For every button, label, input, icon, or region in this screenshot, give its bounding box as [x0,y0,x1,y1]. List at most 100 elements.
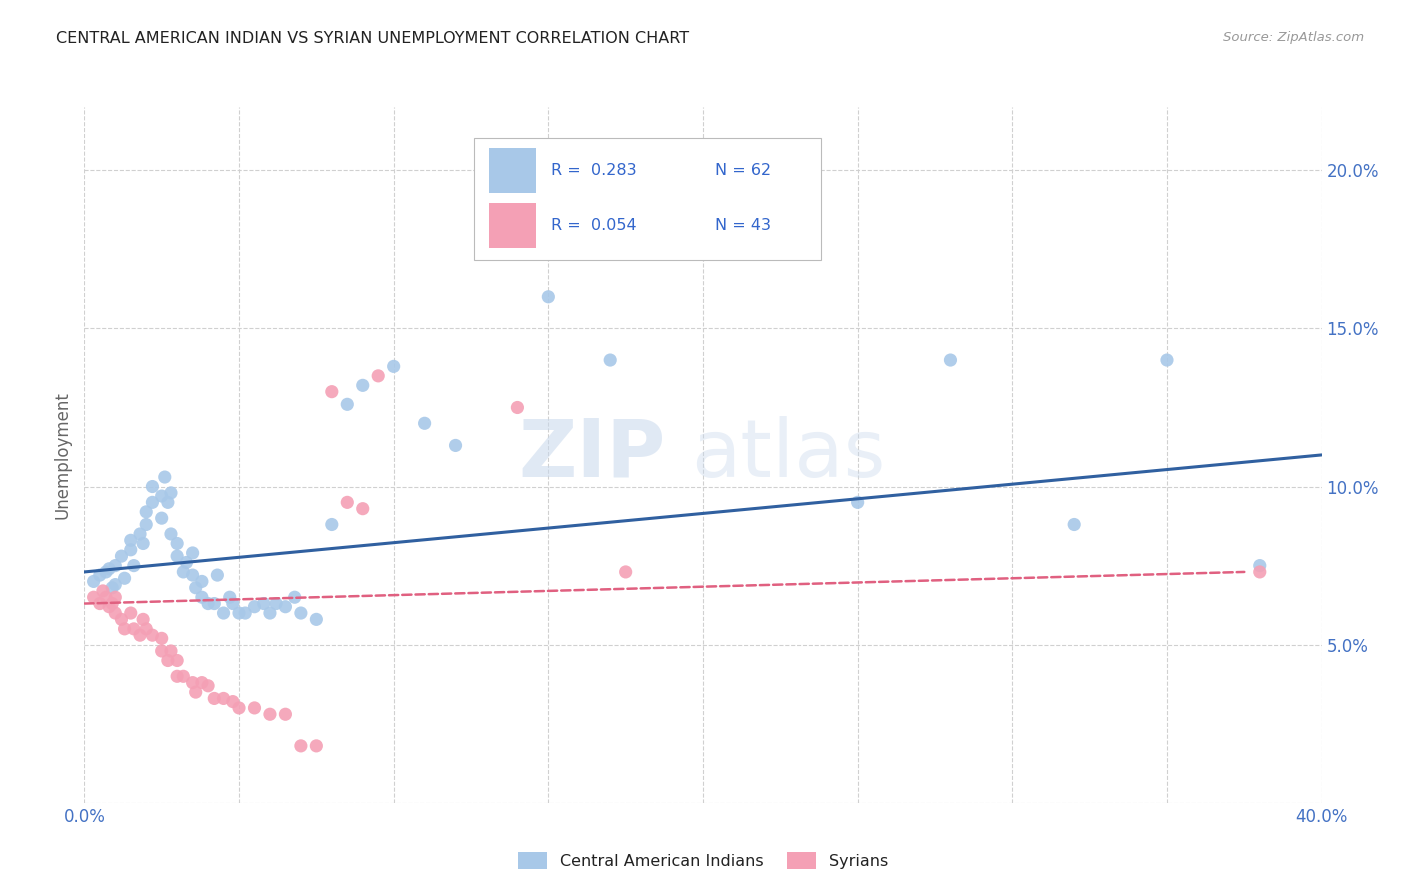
Point [132,612,155,626]
Point [122,558,145,573]
Point [191,574,214,589]
Point [259,606,281,620]
Point [846,495,869,509]
Point [253,597,276,611]
Text: N = 62: N = 62 [716,163,772,178]
Legend: Central American Indians, Syrians: Central American Indians, Syrians [512,846,894,875]
Point [290,606,312,620]
FancyBboxPatch shape [474,138,821,260]
Point [176,556,198,570]
Point [153,470,176,484]
Point [83,574,105,589]
Point [104,591,127,605]
Point [172,669,194,683]
Point [352,501,374,516]
Point [212,606,235,620]
Point [160,644,183,658]
Point [89,568,111,582]
Point [150,489,173,503]
Point [94,565,117,579]
Point [184,581,207,595]
Point [129,527,152,541]
Point [129,628,152,642]
Point [243,701,266,715]
Point [160,486,183,500]
Point [336,495,359,509]
Point [228,606,250,620]
Point [197,597,219,611]
FancyBboxPatch shape [489,202,536,248]
Point [336,397,359,411]
Point [284,591,307,605]
Point [228,701,250,715]
Point [89,597,111,611]
Point [156,495,179,509]
Point [132,536,155,550]
Point [110,549,132,563]
Point [141,495,163,509]
Point [98,562,121,576]
Point [207,568,229,582]
Point [321,517,343,532]
Point [122,622,145,636]
Point [150,511,173,525]
Point [166,669,188,683]
Point [352,378,374,392]
Text: CENTRAL AMERICAN INDIAN VS SYRIAN UNEMPLOYMENT CORRELATION CHART: CENTRAL AMERICAN INDIAN VS SYRIAN UNEMPL… [56,31,689,46]
Point [141,628,163,642]
Point [101,597,124,611]
Point [120,542,142,557]
Point [1156,353,1178,368]
Point [181,546,204,560]
Point [156,653,179,667]
Point [181,568,204,582]
Point [290,739,312,753]
Point [135,505,157,519]
Point [150,644,173,658]
Point [83,591,105,605]
Point [599,353,621,368]
Text: R =  0.054: R = 0.054 [551,218,637,233]
Point [141,479,163,493]
Point [1063,517,1085,532]
Point [184,685,207,699]
Point [120,606,142,620]
Point [1249,558,1271,573]
Point [305,739,328,753]
Point [166,653,188,667]
Point [367,368,389,383]
Text: R =  0.283: R = 0.283 [551,163,637,178]
Point [321,384,343,399]
Point [104,558,127,573]
Y-axis label: Unemployment: Unemployment [53,391,72,519]
Point [150,632,173,646]
Point [160,527,183,541]
Point [243,599,266,614]
Point [104,577,127,591]
FancyBboxPatch shape [489,148,536,194]
Point [614,565,637,579]
Point [274,599,297,614]
Point [135,517,157,532]
Point [181,675,204,690]
Point [305,612,328,626]
Point [191,591,214,605]
Point [110,612,132,626]
Point [274,707,297,722]
Point [191,675,214,690]
Point [382,359,405,374]
Point [94,591,117,605]
Point [259,707,281,722]
Text: Source: ZipAtlas.com: Source: ZipAtlas.com [1223,31,1364,45]
Point [212,691,235,706]
Point [233,606,256,620]
Text: atlas: atlas [690,416,884,494]
Point [537,290,560,304]
Point [202,691,225,706]
Text: N = 43: N = 43 [716,218,772,233]
Point [1249,565,1271,579]
Point [264,597,287,611]
Point [222,597,245,611]
Point [202,597,225,611]
Point [120,533,142,548]
